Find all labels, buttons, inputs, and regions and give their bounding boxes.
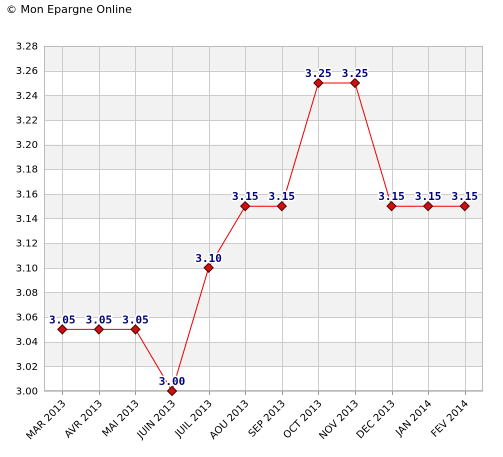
data-label: 3.15 (415, 190, 442, 203)
x-tick-label: JUIN 2013 (135, 398, 178, 441)
series-line (62, 82, 465, 393)
data-point-marker[interactable] (313, 77, 324, 89)
plot-band (44, 70, 483, 96)
x-tick-label: MAR 2013 (25, 398, 69, 442)
data-point-marker[interactable] (386, 200, 397, 212)
data-point-marker[interactable] (203, 262, 214, 273)
data-label: 3.10 (195, 252, 222, 265)
plot-band (44, 95, 483, 120)
data-label: 3.15 (269, 190, 296, 203)
data-label: 3.25 (342, 67, 369, 80)
plot-band (44, 243, 483, 268)
plot-band (44, 169, 483, 194)
data-point-marker[interactable] (349, 77, 361, 89)
x-tick-label: DEC 2013 (355, 398, 398, 441)
y-tick-label: 3.04 (16, 337, 38, 348)
x-tick-label: JAN 2014 (393, 398, 434, 439)
data-point-marker[interactable] (166, 385, 178, 397)
x-tick-label: AOU 2013 (208, 398, 251, 441)
data-point-marker[interactable] (240, 200, 251, 212)
y-tick-label: 3.24 (16, 91, 38, 102)
plot-band (44, 366, 483, 391)
plot-band (44, 341, 483, 367)
plot-band (44, 119, 483, 145)
y-tick-label: 3.08 (16, 288, 38, 299)
x-tick-label: NOV 2013 (317, 398, 361, 442)
y-tick-label: 3.12 (16, 239, 38, 250)
data-label: 3.05 (49, 313, 76, 326)
data-label: 3.25 (305, 67, 332, 80)
data-label: 3.15 (378, 190, 405, 203)
y-tick-label: 3.26 (16, 66, 38, 77)
y-tick-label: 3.28 (16, 42, 38, 53)
y-tick-label: 3.14 (16, 214, 38, 225)
y-tick-label: 3.10 (16, 263, 38, 274)
data-label: 3.05 (122, 313, 149, 326)
x-tick-label: FEV 2014 (429, 398, 470, 439)
data-point-marker[interactable] (276, 200, 287, 212)
data-label: 3.15 (451, 190, 478, 203)
data-label: 3.00 (159, 375, 186, 388)
y-tick-label: 3.02 (16, 362, 38, 373)
plot-band (44, 218, 483, 244)
plot-band (44, 144, 483, 170)
data-point-marker[interactable] (130, 324, 141, 335)
y-tick-label: 3.00 (16, 387, 38, 398)
y-tick-label: 3.20 (16, 140, 38, 151)
x-tick-label: AVR 2013 (63, 398, 105, 440)
data-point-marker[interactable] (459, 200, 470, 212)
plot-band (44, 292, 483, 318)
y-tick-label: 3.22 (16, 115, 38, 126)
y-tick-label: 3.06 (16, 313, 38, 324)
copyright-text: © Mon Epargne Online (6, 3, 132, 16)
y-tick-label: 3.16 (16, 189, 38, 200)
data-label: 3.15 (232, 190, 259, 203)
data-point-marker[interactable] (57, 324, 68, 335)
y-tick-label: 3.18 (16, 165, 38, 176)
plot-band (44, 46, 483, 71)
plot-border (44, 46, 483, 391)
data-point-marker[interactable] (93, 324, 105, 335)
data-label: 3.05 (86, 313, 113, 326)
data-point-marker[interactable] (422, 200, 434, 212)
plot-band (44, 267, 483, 293)
